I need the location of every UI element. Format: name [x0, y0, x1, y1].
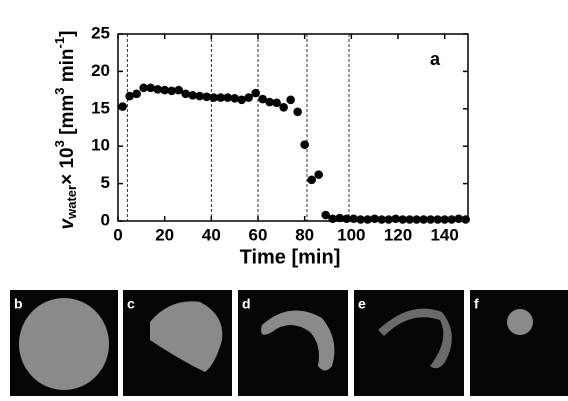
data-point [118, 102, 127, 111]
y-tick-label: 25 [91, 23, 110, 42]
panel-label: e [358, 296, 366, 312]
data-point [293, 107, 302, 116]
y-label-part: water [64, 185, 79, 220]
y-label-part: 3 [52, 88, 67, 95]
x-axis-label: Time [min] [240, 246, 341, 268]
x-tick-label: 20 [155, 225, 174, 244]
figure: a Time [min] vwater× 103 [mm3 min-1] 0 5 1… [0, 0, 568, 396]
x-tick-label: 40 [202, 225, 221, 244]
data-point [279, 103, 288, 112]
data-point [132, 90, 141, 99]
data-point [461, 215, 470, 224]
data-point [286, 96, 295, 105]
y-tick-label: 0 [101, 210, 110, 229]
x-tick-label: 80 [295, 225, 314, 244]
y-axis-label: vwater× 103 [mm3 min-1] [52, 31, 79, 230]
data-point [251, 89, 260, 98]
y-tick-label: 10 [91, 136, 110, 155]
panel-label: a [430, 49, 441, 69]
panel-label: c [127, 296, 135, 312]
y-tick-label: 20 [91, 61, 110, 80]
x-tick-label: 0 [113, 225, 122, 244]
data-point [314, 170, 323, 179]
x-tick-label: 120 [384, 225, 412, 244]
plot-frame [118, 34, 468, 221]
panel-label: b [14, 296, 23, 312]
y-tick-label: 15 [91, 98, 110, 117]
y-tick-label: 5 [101, 173, 110, 192]
data-point [307, 176, 316, 185]
y-label-part: [mm [57, 95, 78, 140]
droplet [507, 309, 533, 335]
y-label-part: ] [57, 31, 78, 37]
x-tick-label: 100 [337, 225, 365, 244]
x-tick-label: 140 [430, 225, 458, 244]
panel-label: f [474, 296, 479, 312]
panel [470, 290, 568, 396]
data-point [300, 140, 309, 149]
y-label-part: -1 [52, 37, 67, 49]
droplet [19, 298, 109, 390]
y-label-part: 3 [52, 140, 67, 147]
x-tick-label: 60 [249, 225, 268, 244]
panel-label: d [242, 296, 251, 312]
image-panels [10, 290, 568, 396]
y-label-part: min [57, 48, 78, 87]
y-label-part: × 10 [57, 147, 78, 185]
